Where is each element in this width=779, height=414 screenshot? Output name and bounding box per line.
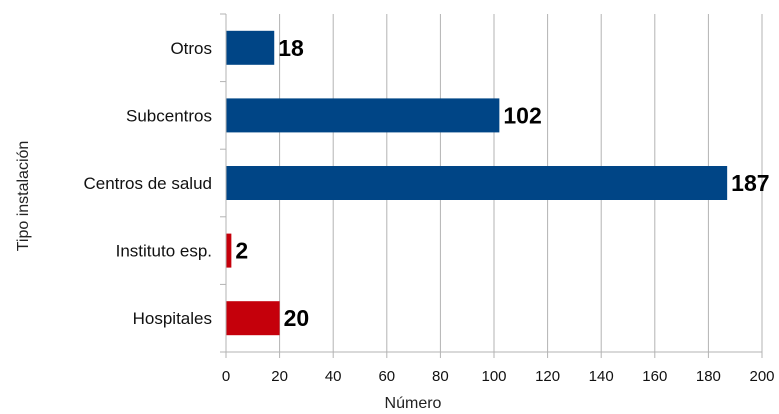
category-label-subcentros: Subcentros xyxy=(126,106,212,125)
bar-hospitales xyxy=(226,301,280,336)
x-tick-label-40: 40 xyxy=(325,368,342,385)
category-label-centros-de-salud: Centros de salud xyxy=(83,174,212,193)
category-label-hospitales: Hospitales xyxy=(133,309,212,328)
data-label-instituto-esp: 2 xyxy=(235,238,248,264)
data-label-hospitales: 20 xyxy=(284,305,310,331)
x-tick-label-80: 80 xyxy=(432,368,449,385)
data-label-subcentros: 102 xyxy=(503,102,541,128)
x-tick-label-160: 160 xyxy=(642,368,667,385)
bar-centros-de-salud xyxy=(226,166,728,200)
x-tick-label-180: 180 xyxy=(696,368,721,385)
axes xyxy=(225,14,762,353)
x-tick-label-120: 120 xyxy=(535,368,560,385)
y-axis-title: Tipo instalación xyxy=(15,141,32,252)
category-label-otros: Otros xyxy=(170,39,212,58)
data-label-otros: 18 xyxy=(278,35,304,61)
bar-otros xyxy=(226,30,275,65)
x-tick-labels: 0 20 40 60 80 100 120 140 160 180 200 xyxy=(222,368,775,385)
bars xyxy=(226,30,728,336)
x-tick-label-140: 140 xyxy=(589,368,614,385)
x-tick-label-60: 60 xyxy=(378,368,395,385)
x-tick-label-20: 20 xyxy=(271,368,288,385)
data-labels: 18 102 187 2 20 xyxy=(235,35,769,331)
x-tick-label-100: 100 xyxy=(481,368,506,385)
bar-subcentros xyxy=(226,98,500,133)
x-tick-label-0: 0 xyxy=(222,368,230,385)
category-labels: Otros Subcentros Centros de salud Instituto… xyxy=(83,39,212,328)
x-axis-title: Número xyxy=(385,395,442,412)
category-label-instituto-esp: Instituto esp. xyxy=(116,242,212,261)
x-tick-label-200: 200 xyxy=(749,368,774,385)
bar-instituto-esp xyxy=(226,233,232,268)
data-label-centros-de-salud: 187 xyxy=(731,170,769,196)
